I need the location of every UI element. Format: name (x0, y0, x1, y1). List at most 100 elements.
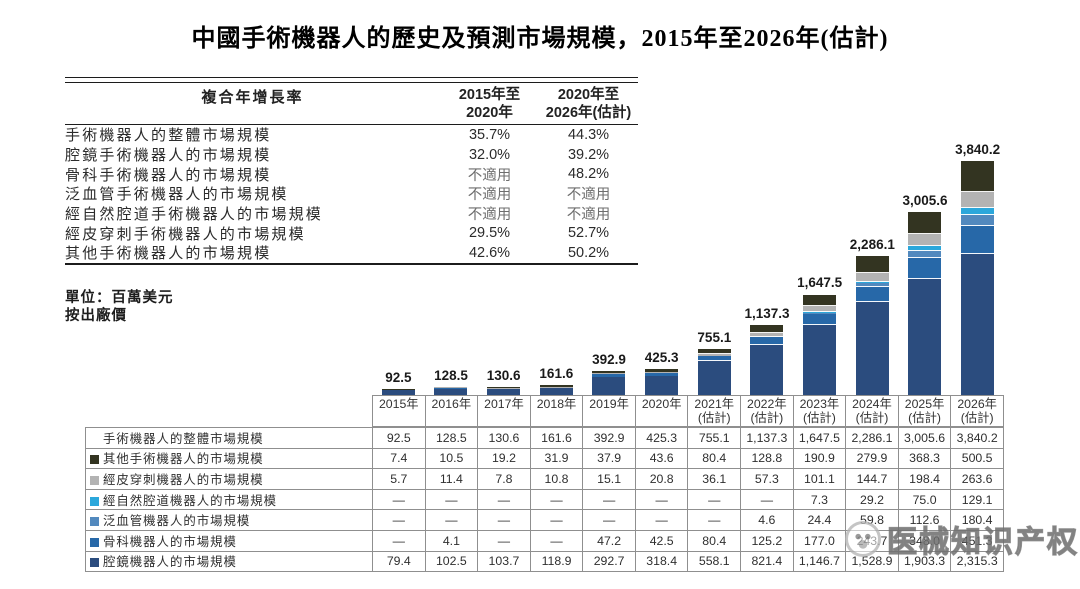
value-cell: 80.4 (687, 529, 742, 552)
legend-swatch (90, 496, 99, 506)
value-cell: 7.4 (372, 447, 426, 470)
bar-segment (697, 349, 731, 354)
bar-stack (539, 385, 573, 395)
bar-stack (750, 325, 784, 395)
bar-segment (961, 215, 995, 227)
value-cell: 4.6 (740, 509, 794, 531)
value-cell: 198.4 (897, 468, 952, 490)
bar-segment (908, 246, 942, 251)
bar-stack (961, 161, 995, 395)
bar-segment (539, 385, 573, 388)
value-cell: 130.6 (477, 427, 531, 449)
value-cell: 11.4 (424, 468, 479, 490)
value-cell: 144.7 (845, 468, 899, 490)
value-cell: 7.3 (792, 488, 847, 511)
year-label: 2018年 (536, 397, 577, 411)
value-cell: — (529, 509, 584, 531)
bar-stack (908, 211, 942, 395)
value-cell: 19.2 (477, 447, 531, 470)
row-label-cell: 手術機器人的整體市場規模 (85, 427, 373, 449)
value-cell: 1,903.3 (897, 550, 952, 573)
value-cell: 2,315.3 (950, 550, 1004, 573)
year-label: 2023年 (799, 397, 840, 411)
year-cell: 2022年 (估計) (740, 395, 794, 427)
value-cell: 37.9 (582, 447, 636, 470)
cagr-value: 29.5% (468, 225, 511, 242)
value-cell: 243.7 (845, 529, 899, 552)
value-cell: 102.5 (424, 550, 479, 573)
cagr-value: 32.0% (468, 146, 511, 163)
bar-stack (645, 369, 679, 395)
bar-segment (855, 255, 889, 273)
year-label: 2015年 (378, 397, 419, 411)
year-cell: 2019年 (582, 395, 636, 427)
bar-segment (961, 191, 995, 208)
value-cell: — (372, 529, 426, 552)
bar-segment (803, 306, 837, 313)
year-cell: 2020年 (634, 395, 689, 427)
year-estimated-label: (估計) (908, 410, 941, 425)
cagr-row: 其他手術機器人的市場規模 42.6% 50.2% (65, 243, 638, 263)
row-label-cell: 骨科機器人的市場規模 (85, 529, 373, 552)
bar-segment (803, 314, 837, 326)
bar-column: 161.6 (530, 129, 583, 395)
value-cell: 177.0 (792, 529, 847, 552)
table-header-rule (65, 124, 638, 125)
cagr-value: 39.2% (567, 146, 610, 163)
bar-stack (381, 388, 415, 395)
cagr-row-label: 骨科手術機器人的市場規模 (65, 166, 272, 184)
bar-total-label: 392.9 (592, 352, 626, 368)
value-cell: 292.7 (582, 550, 636, 573)
cagr-value: 不適用 (467, 187, 512, 204)
table-row: 手術機器人的整體市場規模 92.5 128.5 130.6 161.6 392.9 425.… (85, 427, 1004, 449)
cagr-row: 腔鏡手術機器人的市場規模 32.0% 39.2% (65, 145, 638, 165)
value-cell: 425.3 (634, 427, 689, 449)
bar-segment (961, 161, 995, 192)
legend-swatch (90, 455, 99, 465)
bar-stack (487, 386, 521, 395)
bar-segment (434, 386, 468, 388)
bar-segment (697, 356, 731, 361)
bar-segment (855, 281, 889, 284)
bar-total-label: 161.6 (539, 366, 574, 382)
table-row: 泛血管機器人的市場規模 — — — — — — —4.6 24.4 59.8 112.6 180.4 (85, 509, 1004, 531)
bar-segment (592, 377, 626, 395)
bar-column: 755.1 (688, 129, 741, 395)
cagr-header-period1: 2015年至 2020年 (458, 87, 521, 121)
bar-column: 130.6 (477, 129, 530, 395)
bar-segment (961, 226, 995, 254)
bar-total-label: 3,840.2 (955, 142, 1001, 157)
page-title: 中國手術機器人的歷史及預測市場規模，2015年至2026年(估計) (191, 26, 889, 52)
value-cell: — (529, 529, 584, 552)
cagr-row-label: 手術機器人的整體市場規模 (65, 127, 272, 145)
bar-stack (434, 386, 468, 395)
cagr-row: 骨科手術機器人的市場規模 不適用 48.2% (65, 164, 638, 184)
table-row: 經皮穿刺機器人的市場規模 5.7 11.4 7.8 10.8 15.1 20.8 36.1 57… (85, 468, 1004, 490)
legend-swatch (90, 517, 99, 527)
value-cell: 3,840.2 (950, 427, 1004, 449)
cagr-value: 不適用 (467, 207, 512, 224)
value-cell: 180.4 (950, 509, 1004, 531)
value-cell: — (372, 509, 426, 531)
row-label-cell: 腔鏡機器人的市場規模 (85, 550, 373, 573)
bar-segment (539, 387, 573, 388)
bar-segment (434, 387, 468, 389)
value-cell: 318.4 (634, 550, 689, 573)
bar-segment (645, 373, 679, 376)
value-cell: 118.9 (529, 550, 584, 573)
year-estimated-label: (估計) (855, 410, 889, 425)
legend-swatch (90, 475, 99, 485)
bar-total-label: 130.6 (486, 367, 521, 383)
value-cell: — (477, 529, 531, 552)
bar-segment (645, 371, 679, 374)
value-cell: — (687, 488, 742, 511)
cagr-row: 手術機器人的整體市場規模 35.7% 44.3% (65, 125, 638, 145)
bar-segment (487, 388, 521, 395)
year-cell: 2015年 (372, 395, 426, 427)
cagr-value: 44.3% (567, 126, 610, 143)
bar-column: 1,647.5 (793, 129, 846, 395)
year-cell: 2017年 (477, 395, 531, 427)
chart-data-table: 手術機器人的整體市場規模 92.5 128.5 130.6 161.6 392.9 425.… (85, 427, 1004, 573)
bar-segment (645, 369, 679, 372)
legend-swatch (90, 558, 99, 568)
